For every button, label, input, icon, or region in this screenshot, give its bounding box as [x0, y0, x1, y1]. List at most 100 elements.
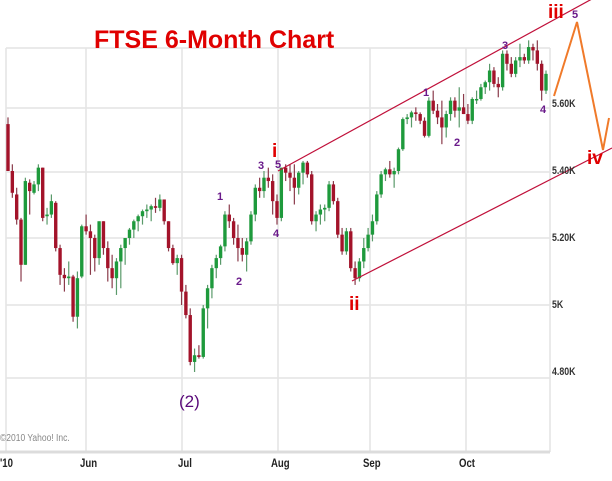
candlesticks [6, 40, 548, 372]
minor-wave-label: 2 [236, 276, 243, 288]
candle-body [201, 308, 205, 357]
candle-body [526, 47, 531, 61]
candle-body [145, 209, 149, 212]
candle-body [179, 258, 184, 292]
candle-body [396, 149, 401, 171]
candle-body [119, 248, 123, 262]
candle-body [19, 219, 23, 265]
candle-body [210, 268, 214, 289]
candle-body [461, 107, 466, 115]
candle-body [422, 120, 427, 136]
candle-body [10, 171, 15, 193]
candle-body [84, 226, 88, 232]
candle-body [14, 194, 19, 220]
candle-body [166, 221, 171, 249]
candle-body [431, 100, 435, 111]
candle-body [297, 172, 301, 188]
candle-body [71, 276, 75, 317]
x-axis-label: '10 [0, 456, 13, 470]
candle-body [93, 238, 97, 259]
candle-body [6, 124, 10, 171]
x-axis-label: Sep [363, 456, 381, 470]
candle-body [223, 214, 227, 247]
candle-body [192, 355, 197, 362]
candle-body [509, 63, 513, 74]
candle-body [544, 73, 548, 91]
candle-body [444, 114, 448, 128]
y-axis-label: 4.80K [552, 366, 576, 378]
candle-body [466, 114, 470, 121]
candle-body [136, 216, 140, 222]
candle-body [314, 214, 318, 222]
candle-body [270, 181, 275, 202]
candle-body [249, 214, 253, 242]
candle-body [127, 229, 132, 238]
candle-body [36, 167, 41, 185]
candle-body [240, 248, 244, 255]
candle-body [45, 214, 49, 217]
candle-body [175, 258, 179, 264]
candle-body [106, 248, 110, 269]
y-axis-label: 5.20K [552, 232, 576, 244]
minor-wave-label: 1 [217, 191, 224, 203]
y-axis-label: 5.40K [552, 165, 576, 177]
candle-body [75, 278, 80, 317]
candle-body [427, 100, 431, 136]
candle-body [453, 100, 457, 111]
candle-body [435, 110, 440, 118]
candle-body [401, 119, 405, 150]
x-axis-label: Aug [271, 456, 290, 470]
candle-body [262, 177, 266, 192]
candle-body [539, 63, 544, 91]
candle-body [158, 199, 162, 208]
candle-body [62, 274, 67, 279]
wave-overlays [277, 0, 612, 282]
candle-body [457, 107, 461, 111]
candle-body [236, 238, 240, 249]
candle-body [184, 291, 188, 316]
candle-body [392, 171, 396, 175]
candle-body [197, 355, 201, 357]
candle-body [500, 53, 505, 88]
candle-body [253, 187, 257, 215]
minor-wave-label: 4 [273, 228, 280, 240]
candle-body [23, 181, 28, 265]
candle-body [140, 211, 145, 217]
candle-body [353, 268, 357, 279]
candle-body [41, 167, 45, 218]
candle-body [257, 187, 262, 192]
x-axis-label: Jun [80, 456, 98, 470]
candle-body [349, 231, 353, 269]
candle-body [344, 231, 349, 252]
candle-body [531, 47, 535, 51]
candle-body [418, 114, 422, 121]
candle-body [49, 201, 54, 215]
candle-body [149, 206, 153, 210]
candle-body [301, 162, 305, 173]
projection-path [553, 21, 610, 151]
candle-body [132, 221, 136, 230]
candle-body [205, 288, 210, 309]
minor-wave-label: 5 [572, 9, 579, 21]
candle-body [227, 214, 231, 222]
candle-body [474, 98, 479, 101]
candle-body [188, 315, 192, 362]
copyright-text: ©2010 Yahoo! Inc. [0, 433, 70, 444]
candle-body [214, 258, 218, 269]
candle-body [375, 194, 379, 222]
candle-body [231, 221, 236, 238]
candle-body [171, 248, 175, 264]
candle-body [513, 60, 518, 74]
candle-body [279, 167, 284, 218]
minor-wave-label: 4 [540, 104, 547, 116]
major-wave-label: i [272, 141, 278, 162]
candle-body [470, 98, 474, 121]
candle-body [336, 201, 340, 235]
candle-body [54, 202, 58, 249]
major-wave-label: iv [587, 148, 603, 169]
candle-body [535, 50, 540, 64]
minor-wave-label: 2 [454, 137, 461, 149]
minor-wave-label: 1 [423, 87, 430, 99]
channel-line [277, 0, 592, 172]
